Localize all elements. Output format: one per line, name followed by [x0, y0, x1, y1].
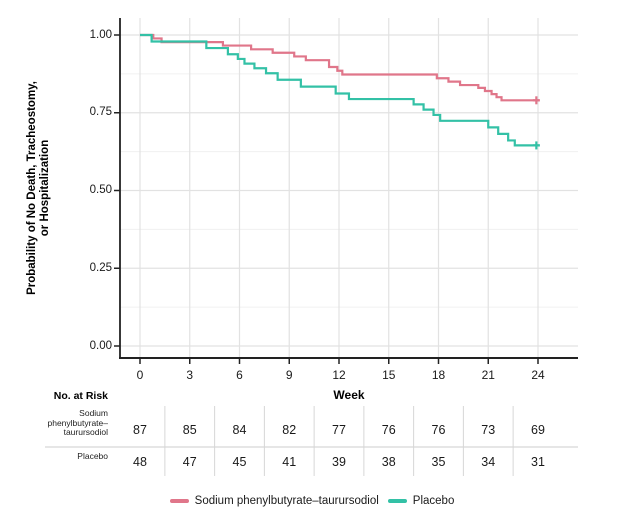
risk-value: 87 [133, 423, 147, 437]
x-tick-label: 24 [531, 368, 545, 382]
risk-value: 85 [182, 423, 197, 437]
legend-label: Sodium phenylbutyrate–taurursodiol [194, 495, 379, 507]
risk-value: 84 [232, 423, 247, 437]
risk-row-label: Placebo [8, 451, 108, 462]
legend-swatch [169, 499, 189, 503]
risk-value: 34 [481, 455, 496, 469]
x-tick-label: 9 [285, 368, 293, 382]
risk-value: 82 [282, 423, 297, 437]
risk-value: 76 [381, 423, 396, 437]
x-tick-label: 6 [236, 368, 243, 382]
y-tick-label: 0.25 [89, 261, 112, 274]
risk-row-label-line: Placebo [77, 451, 108, 461]
km-curve [140, 33, 540, 102]
x-axis-title: Week [333, 388, 365, 402]
legend-item: Sodium phenylbutyrate–taurursodiol [169, 495, 379, 507]
km-curve [140, 33, 540, 147]
risk-row-label-line: Sodium [79, 408, 108, 418]
risk-value: 31 [531, 455, 545, 469]
legend-item: Placebo [387, 495, 455, 507]
y-axis-title: Probability of No Death, Tracheostomy, o… [26, 81, 52, 295]
legend-label: Placebo [412, 495, 455, 507]
risk-value: 77 [332, 423, 346, 437]
x-tick-label: 15 [382, 368, 396, 382]
risk-row-label: Sodium phenylbutyrate– taurursodiol [8, 408, 109, 438]
x-tick-label: 18 [431, 368, 446, 382]
x-tick-label: 3 [186, 368, 194, 382]
risk-table-header: No. at Risk [53, 390, 108, 402]
risk-value: 45 [232, 455, 247, 469]
y-tick-label: 0.00 [89, 339, 112, 352]
x-tick-label: 21 [481, 368, 495, 382]
risk-value: 38 [381, 455, 396, 469]
risk-row-label-line: taurursodiol [63, 427, 108, 437]
risk-value: 39 [332, 455, 346, 469]
y-tick-label: 0.75 [89, 106, 112, 119]
x-tick-label: 12 [332, 368, 346, 382]
risk-value: 73 [481, 423, 496, 437]
legend-swatch [387, 499, 407, 503]
y-axis-title-line1: Probability of No Death, Tracheostomy, [26, 81, 38, 295]
y-axis-title-line2: or Hospitalization [39, 139, 51, 237]
risk-value: 41 [282, 455, 297, 469]
risk-row-label-line: phenylbutyrate– [47, 417, 109, 428]
risk-value: 69 [531, 423, 545, 437]
risk-value: 47 [182, 455, 197, 469]
risk-value: 76 [431, 423, 446, 437]
y-tick-label: 0.50 [89, 184, 112, 196]
x-tick-label: 0 [136, 368, 144, 382]
y-tick-label: 1.00 [89, 28, 112, 41]
legend: Sodium phenylbutyrate–taurursodiol Placeb… [0, 491, 624, 511]
risk-value: 35 [431, 455, 446, 469]
risk-value: 48 [133, 455, 147, 469]
